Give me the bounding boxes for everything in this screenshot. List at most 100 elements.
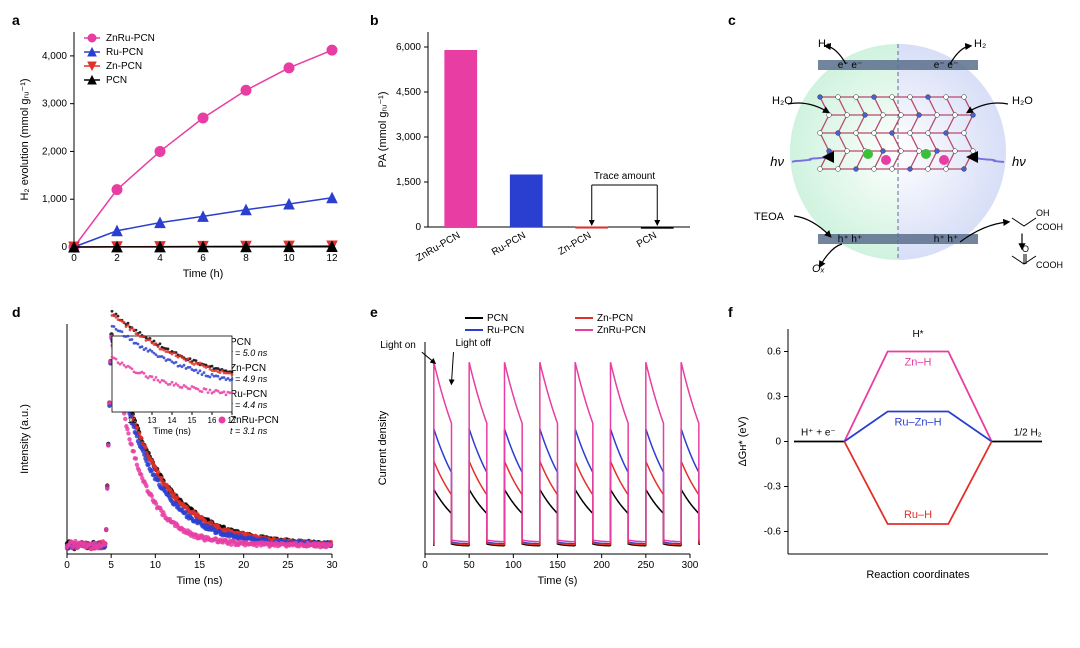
svg-text:ZnRu-PCN: ZnRu-PCN — [230, 415, 279, 426]
svg-text:0: 0 — [422, 560, 428, 571]
svg-text:0: 0 — [415, 222, 421, 233]
svg-text:TEOA: TEOA — [754, 211, 785, 223]
svg-text:hν: hν — [770, 154, 784, 169]
svg-text:Zn-PCN: Zn-PCN — [230, 363, 266, 374]
svg-text:PCN: PCN — [635, 230, 659, 250]
svg-text:Zn-PCN: Zn-PCN — [597, 313, 633, 324]
panel-c: c H₂H₂e⁻ e⁻e⁻ e⁻H₂OH₂Ohνhνh⁺ h⁺h⁺ h⁺TEOA… — [728, 12, 1068, 292]
svg-text:Time (h): Time (h) — [183, 268, 224, 280]
svg-text:COOH: COOH — [1036, 222, 1063, 232]
svg-text:Zn-PCN: Zn-PCN — [556, 230, 593, 258]
panel-a-label: a — [12, 12, 20, 28]
svg-text:1/2 H₂: 1/2 H₂ — [1014, 428, 1042, 439]
svg-text:Zn–H: Zn–H — [905, 357, 932, 369]
panel-d: d 0 5 10 15 20 25 30 Time (ns) Intensity (a.u.) P… — [12, 304, 350, 604]
svg-text:1,000: 1,000 — [42, 194, 67, 205]
svg-text:0: 0 — [775, 437, 781, 448]
svg-text:1,500: 1,500 — [396, 177, 421, 188]
svg-text:Time (ns): Time (ns) — [176, 575, 222, 587]
svg-text:Light on: Light on — [380, 340, 416, 351]
panel-d-label: d — [12, 304, 21, 320]
svg-text:3,000: 3,000 — [396, 132, 421, 143]
svg-text:100: 100 — [505, 560, 522, 571]
panel-b-label: b — [370, 12, 379, 28]
svg-text:2,000: 2,000 — [42, 146, 67, 157]
svg-text:O: O — [1022, 244, 1029, 254]
panel-a: a 02468101201,0002,0003,0004,000Time (h)… — [12, 12, 350, 292]
svg-text:4: 4 — [157, 253, 163, 264]
svg-text:14: 14 — [168, 416, 177, 425]
svg-text:5: 5 — [108, 560, 114, 571]
svg-text:Zn-PCN: Zn-PCN — [106, 61, 142, 72]
svg-text:16: 16 — [208, 416, 217, 425]
panel-b-chart: 01,5003,0004,5006,000PA (mmol gᵣᵤ⁻¹)ZnRu… — [370, 12, 700, 282]
svg-text:H₂O: H₂O — [1012, 95, 1033, 107]
panel-f-label: f — [728, 304, 733, 320]
svg-text:Intensity (a.u.): Intensity (a.u.) — [19, 404, 31, 474]
svg-text:h⁺ h⁺: h⁺ h⁺ — [838, 234, 862, 245]
svg-text:Time (s): Time (s) — [538, 575, 578, 587]
svg-text:0: 0 — [64, 560, 70, 571]
svg-text:8: 8 — [243, 253, 249, 264]
svg-text:6: 6 — [200, 253, 206, 264]
svg-text:Ru–H: Ru–H — [904, 509, 932, 521]
svg-text:ΔGʜ* (eV): ΔGʜ* (eV) — [737, 416, 749, 466]
svg-text:0.3: 0.3 — [767, 392, 781, 403]
svg-text:H₂: H₂ — [974, 38, 986, 50]
svg-text:t = 5.0 ns: t = 5.0 ns — [230, 348, 268, 358]
svg-text:e⁻ e⁻: e⁻ e⁻ — [838, 60, 862, 71]
svg-text:PA (mmol gᵣᵤ⁻¹): PA (mmol gᵣᵤ⁻¹) — [377, 91, 389, 167]
panel-a-chart: 02468101201,0002,0003,0004,000Time (h)H₂… — [12, 12, 342, 282]
figure-grid: a 0 2 4 6 8 10 12 0 1,000 2,000 3,000 4,000 Time (h)… — [12, 12, 1068, 604]
svg-text:4,500: 4,500 — [396, 87, 421, 98]
svg-text:hν: hν — [1012, 154, 1026, 169]
svg-text:300: 300 — [682, 560, 699, 571]
svg-text:t = 3.1 ns: t = 3.1 ns — [230, 426, 268, 436]
svg-text:H⁺ + e⁻: H⁺ + e⁻ — [801, 428, 836, 439]
svg-text:12: 12 — [128, 416, 137, 425]
svg-text:3,000: 3,000 — [42, 99, 67, 110]
panel-b: b 0 1,500 3,000 4,500 6,000 PA (mmol gᵣᵤ⁻¹) Zn… — [370, 12, 708, 292]
svg-text:20: 20 — [238, 560, 250, 571]
panel-e-chart: 050100150200250300Time (s)Current densit… — [370, 304, 700, 594]
svg-text:Reaction coordinates: Reaction coordinates — [866, 569, 970, 581]
panel-e: e 050100150200250300Time (s)Current dens… — [370, 304, 708, 604]
svg-text:6,000: 6,000 — [396, 42, 421, 53]
svg-text:0: 0 — [71, 253, 77, 264]
svg-text:ZnRu-PCN: ZnRu-PCN — [597, 325, 646, 336]
svg-text:PCN: PCN — [106, 75, 127, 86]
panel-f-chart: -0.6-0.300.30.6Reaction coordinatesΔGʜ* … — [728, 304, 1058, 594]
svg-text:17: 17 — [228, 416, 237, 425]
svg-text:15: 15 — [194, 560, 206, 571]
svg-text:ZnRu-PCN: ZnRu-PCN — [106, 33, 155, 44]
svg-text:Ru-PCN: Ru-PCN — [490, 230, 528, 258]
panel-e-label: e — [370, 304, 378, 320]
svg-text:25: 25 — [282, 560, 294, 571]
svg-text:PCN: PCN — [230, 337, 251, 348]
svg-text:H₂O: H₂O — [772, 95, 793, 107]
svg-text:t = 4.4 ns: t = 4.4 ns — [230, 400, 268, 410]
svg-text:10: 10 — [283, 253, 295, 264]
svg-text:10: 10 — [150, 560, 162, 571]
svg-text:30: 30 — [326, 560, 338, 571]
svg-text:4,000: 4,000 — [42, 51, 67, 62]
svg-text:t = 4.9 ns: t = 4.9 ns — [230, 374, 268, 384]
svg-text:-0.3: -0.3 — [764, 482, 782, 493]
svg-text:e⁻ e⁻: e⁻ e⁻ — [934, 60, 958, 71]
svg-text:h⁺ h⁺: h⁺ h⁺ — [934, 234, 958, 245]
svg-text:OH: OH — [1036, 208, 1050, 218]
svg-text:H₂: H₂ — [818, 38, 830, 50]
svg-text:250: 250 — [637, 560, 654, 571]
svg-text:12: 12 — [326, 253, 338, 264]
svg-text:13: 13 — [148, 416, 157, 425]
svg-text:Ru-PCN: Ru-PCN — [230, 389, 267, 400]
panel-f: f -0.6-0.300.30.6Reaction coordinatesΔGʜ… — [728, 304, 1068, 604]
svg-text:-0.6: -0.6 — [764, 527, 782, 538]
svg-text:150: 150 — [549, 560, 566, 571]
svg-text:Oₓ: Oₓ — [812, 263, 825, 275]
panel-d-chart: 0 5 10 15 20 25 30 Time (ns) Intensity (a.u.) PCN… — [12, 304, 342, 594]
svg-text:Ru-PCN: Ru-PCN — [487, 325, 524, 336]
svg-text:Light off: Light off — [456, 338, 492, 349]
svg-text:COOH: COOH — [1036, 260, 1063, 270]
svg-text:2: 2 — [114, 253, 120, 264]
